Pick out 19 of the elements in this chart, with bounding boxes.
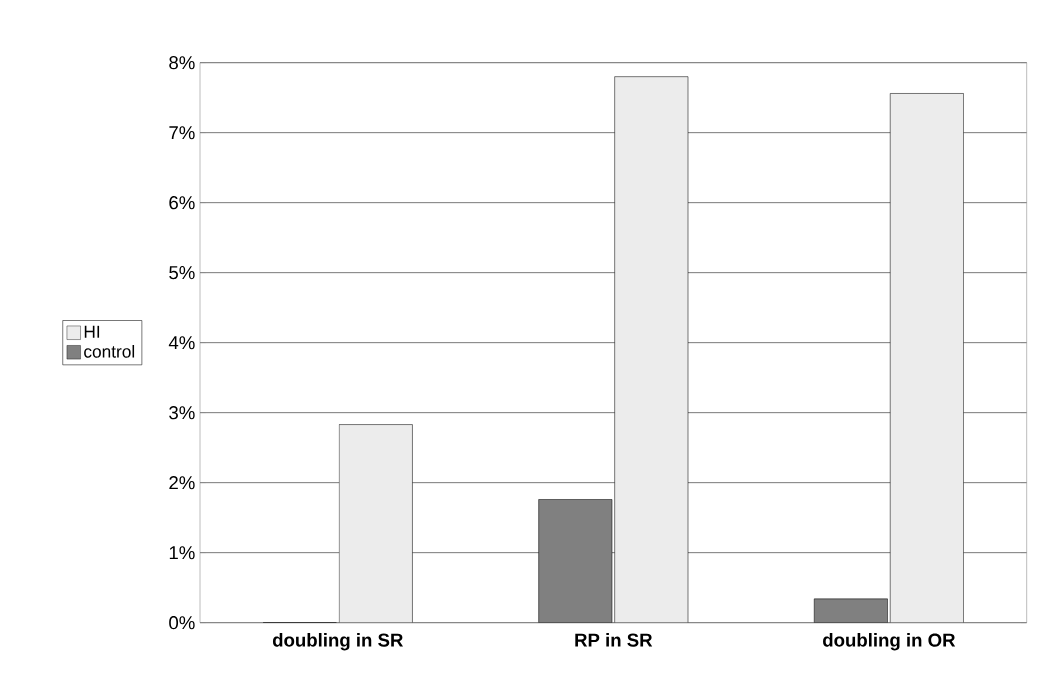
x-tick-label: RP in SR bbox=[575, 633, 653, 647]
y-tick-label: 1% bbox=[169, 546, 195, 560]
x-tick-label: doubling in SR bbox=[272, 633, 404, 651]
bar bbox=[889, 93, 964, 623]
y-tick-label: 4% bbox=[168, 336, 195, 350]
x-tick-label: doubling in OR bbox=[823, 633, 956, 651]
y-tick-label: 6% bbox=[169, 196, 195, 210]
y-tick-label: 0% bbox=[169, 616, 195, 630]
y-tick-label: 3% bbox=[169, 406, 195, 420]
bar bbox=[813, 598, 888, 623]
bar bbox=[614, 76, 689, 623]
y-tick-label: 5% bbox=[169, 266, 195, 280]
bar bbox=[338, 424, 413, 623]
y-tick-label: 2% bbox=[169, 476, 195, 490]
y-tick-label: 7% bbox=[169, 126, 195, 140]
bar bbox=[538, 499, 613, 623]
y-tick-label: 8% bbox=[169, 56, 195, 70]
legend-label: control bbox=[84, 345, 135, 358]
legend-label: HI bbox=[84, 325, 100, 338]
